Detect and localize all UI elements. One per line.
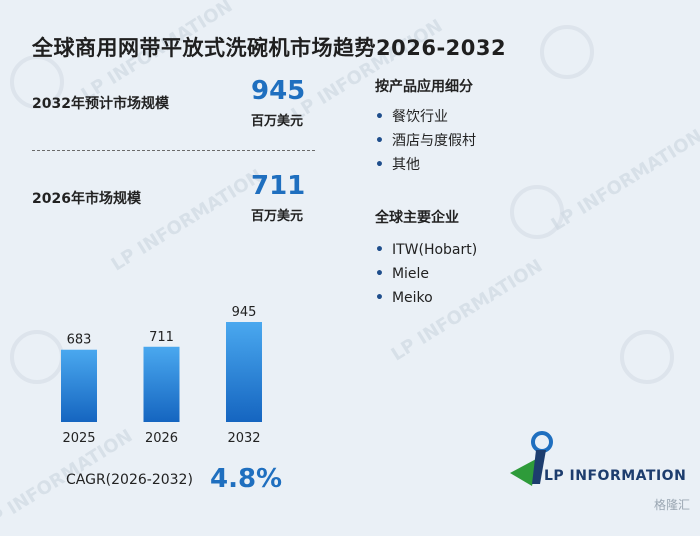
x-tick-label: 2032 bbox=[227, 431, 260, 446]
page-title: 全球商用网带平放式洗碗机市场趋势2026-2032 bbox=[32, 36, 507, 60]
cagr-label: CAGR(2026-2032) bbox=[66, 472, 193, 488]
bar-2025 bbox=[61, 349, 97, 422]
footer-watermark: 格隆汇 bbox=[653, 498, 690, 512]
forecast-size-label: 2032年预计市场规模 bbox=[32, 96, 169, 112]
segments-list: 餐饮行业 酒店与度假村 其他 bbox=[375, 105, 476, 177]
watermark-ring bbox=[540, 25, 594, 79]
watermark-text: LP INFORMATION bbox=[107, 165, 267, 276]
watermark-ring bbox=[510, 185, 564, 239]
list-item: 酒店与度假村 bbox=[375, 129, 476, 153]
forecast-size-value: 945 bbox=[251, 76, 306, 106]
bar-2026 bbox=[143, 346, 180, 422]
lp-information-logo bbox=[510, 431, 553, 486]
watermark-ring bbox=[10, 55, 64, 109]
x-tick-label: 2026 bbox=[145, 431, 178, 446]
current-size-label: 2026年市场规模 bbox=[32, 191, 141, 207]
watermark-ring bbox=[620, 330, 674, 384]
watermark-text: LP INFORMATION bbox=[547, 125, 700, 236]
market-size-bar-chart: 683 2025 711 2026 945 2032 bbox=[61, 305, 262, 446]
data-label: 711 bbox=[149, 330, 174, 345]
x-tick-label: 2025 bbox=[62, 431, 95, 446]
dashed-divider bbox=[32, 150, 315, 151]
list-item: 其他 bbox=[375, 153, 476, 177]
data-label: 683 bbox=[67, 333, 92, 348]
companies-list: ITW(Hobart) Miele Meiko bbox=[375, 238, 477, 310]
data-label: 945 bbox=[232, 305, 257, 320]
list-item: Meiko bbox=[375, 286, 477, 310]
companies-title: 全球主要企业 bbox=[375, 210, 459, 226]
cagr-value: 4.8% bbox=[210, 464, 283, 494]
bar-2032 bbox=[226, 322, 262, 422]
current-size-value: 711 bbox=[251, 171, 306, 201]
list-item: ITW(Hobart) bbox=[375, 238, 477, 262]
current-size-unit: 百万美元 bbox=[251, 209, 304, 224]
list-item: Miele bbox=[375, 262, 477, 286]
forecast-size-unit: 百万美元 bbox=[251, 114, 304, 129]
logo-text: LP INFORMATION bbox=[544, 468, 687, 484]
segments-title: 按产品应用细分 bbox=[375, 79, 473, 95]
list-item: 餐饮行业 bbox=[375, 105, 476, 129]
